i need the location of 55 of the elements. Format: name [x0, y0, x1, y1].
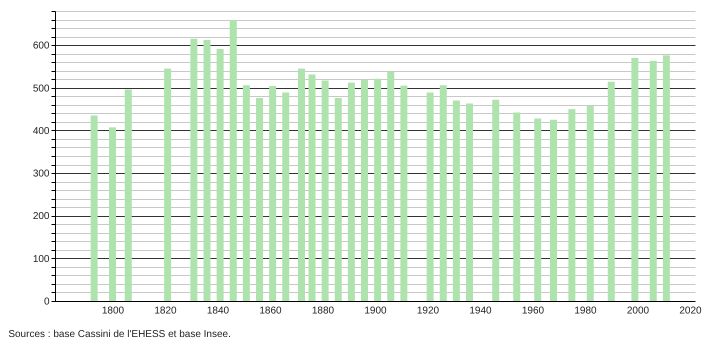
x-tick-label: 1800	[102, 306, 125, 316]
y-tick-label: 200	[32, 211, 50, 222]
bar	[109, 127, 116, 301]
bar	[466, 104, 473, 301]
bar	[426, 92, 434, 301]
bar	[124, 89, 132, 301]
bar	[650, 60, 657, 301]
x-tick-label: 1880	[312, 306, 335, 316]
bar	[334, 98, 342, 301]
bar	[190, 38, 198, 301]
bar	[631, 58, 638, 301]
y-tick-label: 300	[32, 168, 50, 180]
x-tick-label: 1840	[206, 306, 230, 316]
bar	[662, 55, 670, 301]
bar	[452, 100, 460, 301]
bar	[269, 86, 276, 301]
bar	[374, 78, 382, 301]
bar	[322, 80, 329, 301]
bar	[387, 72, 394, 301]
x-tick-label: 1820	[154, 306, 178, 316]
x-tick-label: 1980	[574, 306, 598, 316]
x-tick-label: 1900	[364, 306, 388, 316]
y-tick-label: 0	[44, 296, 50, 308]
x-tick-label: 1920	[416, 306, 440, 316]
source-note: Sources : base Cassini de l'EHESS et base Insee.	[8, 329, 231, 340]
bar	[608, 82, 615, 301]
bar	[256, 98, 263, 301]
bar	[513, 112, 520, 301]
y-tick-label: 400	[32, 126, 50, 137]
bar	[216, 48, 224, 301]
bar	[400, 86, 408, 301]
bar	[348, 82, 355, 301]
x-tick-label: 2020	[679, 306, 702, 316]
bar	[534, 118, 542, 301]
bar	[568, 109, 576, 301]
bar	[550, 120, 557, 301]
bar	[492, 100, 500, 301]
x-tick-label: 1940	[469, 306, 492, 316]
bar	[204, 40, 210, 301]
bar	[282, 92, 290, 301]
bar	[361, 80, 368, 301]
bar	[90, 115, 98, 301]
x-tick-label: 2000	[626, 306, 650, 316]
x-tick-label: 1960	[522, 306, 545, 316]
bar	[242, 85, 250, 301]
bar	[308, 74, 316, 301]
bar	[298, 68, 305, 301]
y-tick-label: 100	[32, 254, 50, 265]
x-tick-label: 1860	[259, 306, 282, 316]
y-tick-label: 600	[32, 40, 50, 52]
bar	[440, 85, 447, 301]
bar	[586, 106, 594, 301]
bar	[164, 68, 172, 301]
bar	[230, 20, 237, 301]
y-tick-label: 500	[32, 83, 50, 94]
